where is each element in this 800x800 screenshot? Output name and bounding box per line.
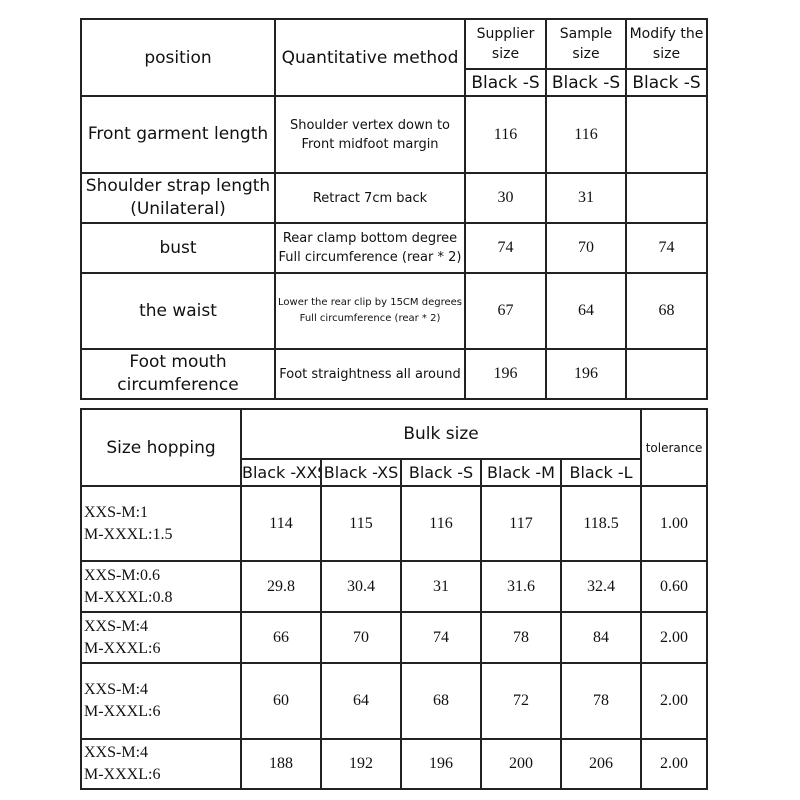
- size-value-cell: 84: [559, 611, 643, 664]
- modify-size-cell: [625, 172, 708, 224]
- size-value-cell: 72: [480, 662, 562, 740]
- size-value-cell: 32.4: [559, 560, 643, 613]
- size-value-cell: 30.4: [320, 560, 402, 613]
- table-row: bust Rear clamp bottom degree Full circum…: [80, 222, 708, 274]
- size-hopping-cell: XXS-M:4 M-XXXL:6: [80, 662, 242, 740]
- table-row: Front garment length Shoulder vertex down…: [80, 95, 708, 174]
- sample-size-cell: 116: [545, 95, 627, 174]
- size-value-cell: 192: [320, 738, 402, 790]
- size-hopping-cell: XXS-M:4 M-XXXL:6: [80, 738, 242, 790]
- position-cell: the waist: [80, 272, 276, 350]
- size-value-cell: 200: [480, 738, 562, 790]
- size-value-cell: 114: [240, 485, 322, 562]
- sample-size-cell: 196: [545, 348, 627, 400]
- header-size-hopping: Size hopping: [80, 408, 242, 487]
- method-cell: Foot straightness all around: [274, 348, 466, 400]
- size-value-cell: 29.8: [240, 560, 322, 613]
- tolerance-cell: 2.00: [640, 738, 709, 790]
- sample-size-cell: 64: [545, 272, 627, 350]
- size-value-cell: 70: [320, 611, 402, 664]
- header-size-2: Black -S: [400, 458, 482, 487]
- method-cell: Retract 7cm back: [274, 172, 466, 224]
- supplier-size-cell: 67: [464, 272, 547, 350]
- tolerance-cell: 1.00: [640, 485, 709, 562]
- supplier-size-cell: 74: [464, 222, 547, 274]
- header-sample-sub: Black -S: [545, 68, 627, 97]
- position-cell: Front garment length: [80, 95, 276, 174]
- header-supplier-size: Supplier size: [464, 18, 547, 70]
- size-hopping-cell: XXS-M:0.6 M-XXXL:0.8: [80, 560, 242, 613]
- supplier-size-cell: 116: [464, 95, 547, 174]
- modify-size-cell: 68: [625, 272, 708, 350]
- size-value-cell: 31.6: [480, 560, 562, 613]
- sample-size-cell: 31: [545, 172, 627, 224]
- header-size-0: Black -XXS: [240, 458, 322, 487]
- header-supplier-sub: Black -S: [464, 68, 547, 97]
- grading-table: Size hopping Bulk size tolerance Black -…: [80, 408, 709, 790]
- size-value-cell: 118.5: [559, 485, 643, 562]
- table-row: Foot mouth circumference Foot straightnes…: [80, 348, 708, 400]
- table-row: XXS-M:4 M-XXXL:6 66 70 74 78 84 2.00: [80, 611, 709, 664]
- size-value-cell: 115: [320, 485, 402, 562]
- size-value-cell: 74: [400, 611, 482, 664]
- position-cell: Shoulder strap length (Unilateral): [80, 172, 276, 224]
- size-hopping-cell: XXS-M:4 M-XXXL:6: [80, 611, 242, 664]
- table-row: XXS-M:0.6 M-XXXL:0.8 29.8 30.4 31 31.6 32.4 0.…: [80, 560, 709, 613]
- size-value-cell: 66: [240, 611, 322, 664]
- sample-size-cell: 70: [545, 222, 627, 274]
- tolerance-cell: 0.60: [640, 560, 709, 613]
- header-size-1: Black -XS: [320, 458, 402, 487]
- size-value-cell: 78: [559, 662, 643, 740]
- position-cell: bust: [80, 222, 276, 274]
- header-size-3: Black -M: [480, 458, 562, 487]
- table-row: the waist Lower the rear clip by 15CM deg…: [80, 272, 708, 350]
- table-row: XXS-M:1 M-XXXL:1.5 114 115 116 117 118.5 1.00: [80, 485, 709, 562]
- method-cell: Rear clamp bottom degree Full circumfere…: [274, 222, 466, 274]
- header-bulk-size: Bulk size: [239, 408, 643, 460]
- header-modify-sub: Black -S: [625, 68, 708, 97]
- method-cell: Lower the rear clip by 15CM degrees Full…: [274, 272, 466, 350]
- header-sample-size: Sample size: [545, 18, 627, 70]
- supplier-size-cell: 30: [464, 172, 547, 224]
- header-position: position: [80, 18, 276, 97]
- size-value-cell: 117: [480, 485, 562, 562]
- modify-size-cell: [625, 95, 708, 174]
- size-value-cell: 31: [400, 560, 482, 613]
- size-value-cell: 60: [240, 662, 322, 740]
- size-value-cell: 206: [559, 738, 643, 790]
- size-hopping-cell: XXS-M:1 M-XXXL:1.5: [80, 485, 242, 562]
- header-modify-size: Modify the size: [625, 18, 708, 70]
- supplier-size-cell: 196: [464, 348, 547, 400]
- size-value-cell: 196: [400, 738, 482, 790]
- position-cell: Foot mouth circumference: [80, 348, 276, 400]
- tolerance-cell: 2.00: [640, 611, 709, 664]
- tolerance-cell: 2.00: [640, 662, 709, 740]
- table-row: Shoulder strap length (Unilateral) Retrac…: [80, 172, 708, 224]
- header-tolerance: tolerance: [640, 408, 709, 487]
- header-size-4: Black -L: [559, 458, 643, 487]
- size-value-cell: 68: [400, 662, 482, 740]
- size-value-cell: 78: [480, 611, 562, 664]
- size-value-cell: 188: [240, 738, 322, 790]
- modify-size-cell: 74: [625, 222, 708, 274]
- table-row: XXS-M:4 M-XXXL:6 60 64 68 72 78 2.00: [80, 662, 709, 740]
- header-method: Quantitative method: [274, 18, 466, 97]
- modify-size-cell: [625, 348, 708, 400]
- table-row: XXS-M:4 M-XXXL:6 188 192 196 200 206 2.00: [80, 738, 709, 790]
- spec-table: position Quantitative method Supplier si…: [80, 18, 708, 400]
- size-value-cell: 116: [400, 485, 482, 562]
- method-cell: Shoulder vertex down to Front midfoot ma…: [274, 95, 466, 174]
- size-value-cell: 64: [320, 662, 402, 740]
